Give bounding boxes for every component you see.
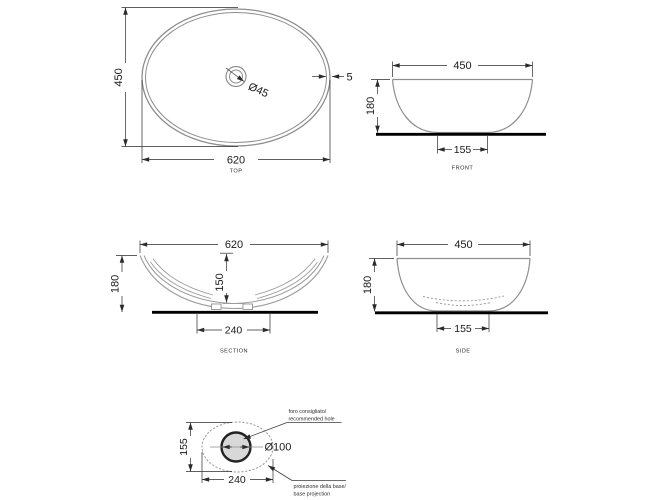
dim-side-width: 450: [454, 239, 472, 251]
section-wall-slot: [150, 261, 212, 299]
hidden-base-edge: [422, 295, 505, 302]
view-label-section: SECTION: [220, 349, 248, 355]
dim-front-base: 155: [454, 144, 472, 156]
dim-side-base: 155: [454, 323, 472, 335]
drain-outer-circle: [225, 65, 247, 88]
section-outer-profile: [139, 255, 329, 310]
dim-section-height: 180: [110, 275, 122, 293]
view-front: 450 180 155 FRONT: [365, 60, 546, 172]
section-inner-profile: [143, 255, 325, 305]
note-base-line1: proiezione della base/: [294, 484, 347, 490]
section-wall-slot: [256, 261, 318, 299]
dim-drain-diameter: Ø45: [246, 81, 270, 100]
section-foot: [242, 303, 253, 310]
dim-base-height: 155: [178, 438, 190, 456]
basin-outer-rim: [141, 8, 331, 147]
bowl-profile: [391, 79, 534, 134]
note-base-line2: base projection: [294, 492, 331, 498]
view-label-top: TOP: [230, 169, 243, 175]
note-leader-line: [267, 465, 293, 481]
bowl-profile: [396, 258, 531, 312]
dim-top-height: 450: [113, 68, 125, 86]
note-hole-line2: recommended hole: [289, 417, 335, 423]
view-base-projection: Ø100 155 240 foro consigliato/ recommend…: [178, 409, 346, 498]
note-leader-line: [243, 422, 288, 440]
basin-inner-rim: [145, 12, 327, 143]
dim-base-width: 240: [228, 474, 246, 486]
note-hole-line1: foro consigliato/: [289, 409, 327, 415]
hidden-base-edge: [435, 302, 492, 306]
base-projection-ellipse: [201, 421, 274, 473]
view-top: Ø45 450 620 5 TOP: [113, 7, 353, 175]
section-foot: [211, 303, 222, 310]
dim-front-width: 450: [453, 60, 471, 72]
dim-section-width: 620: [225, 239, 243, 251]
dim-front-height: 180: [365, 97, 377, 115]
dim-section-base: 240: [225, 325, 243, 337]
section-wall-slot: [152, 258, 214, 296]
view-side: 450 180 155 SIDE: [362, 239, 548, 355]
dim-rim-thickness: 5: [347, 72, 353, 84]
dim-hole-diameter: Ø100: [265, 442, 292, 454]
section-wall-slot: [254, 258, 316, 296]
dim-section-depth: 150: [214, 273, 226, 291]
dim-side-height: 180: [362, 276, 374, 294]
drain-leader-line: [225, 67, 245, 82]
view-label-front: FRONT: [452, 166, 474, 172]
view-section: 620 180 150 240 SECTION: [110, 239, 329, 355]
dim-top-width: 620: [227, 155, 245, 167]
view-label-side: SIDE: [456, 349, 471, 355]
